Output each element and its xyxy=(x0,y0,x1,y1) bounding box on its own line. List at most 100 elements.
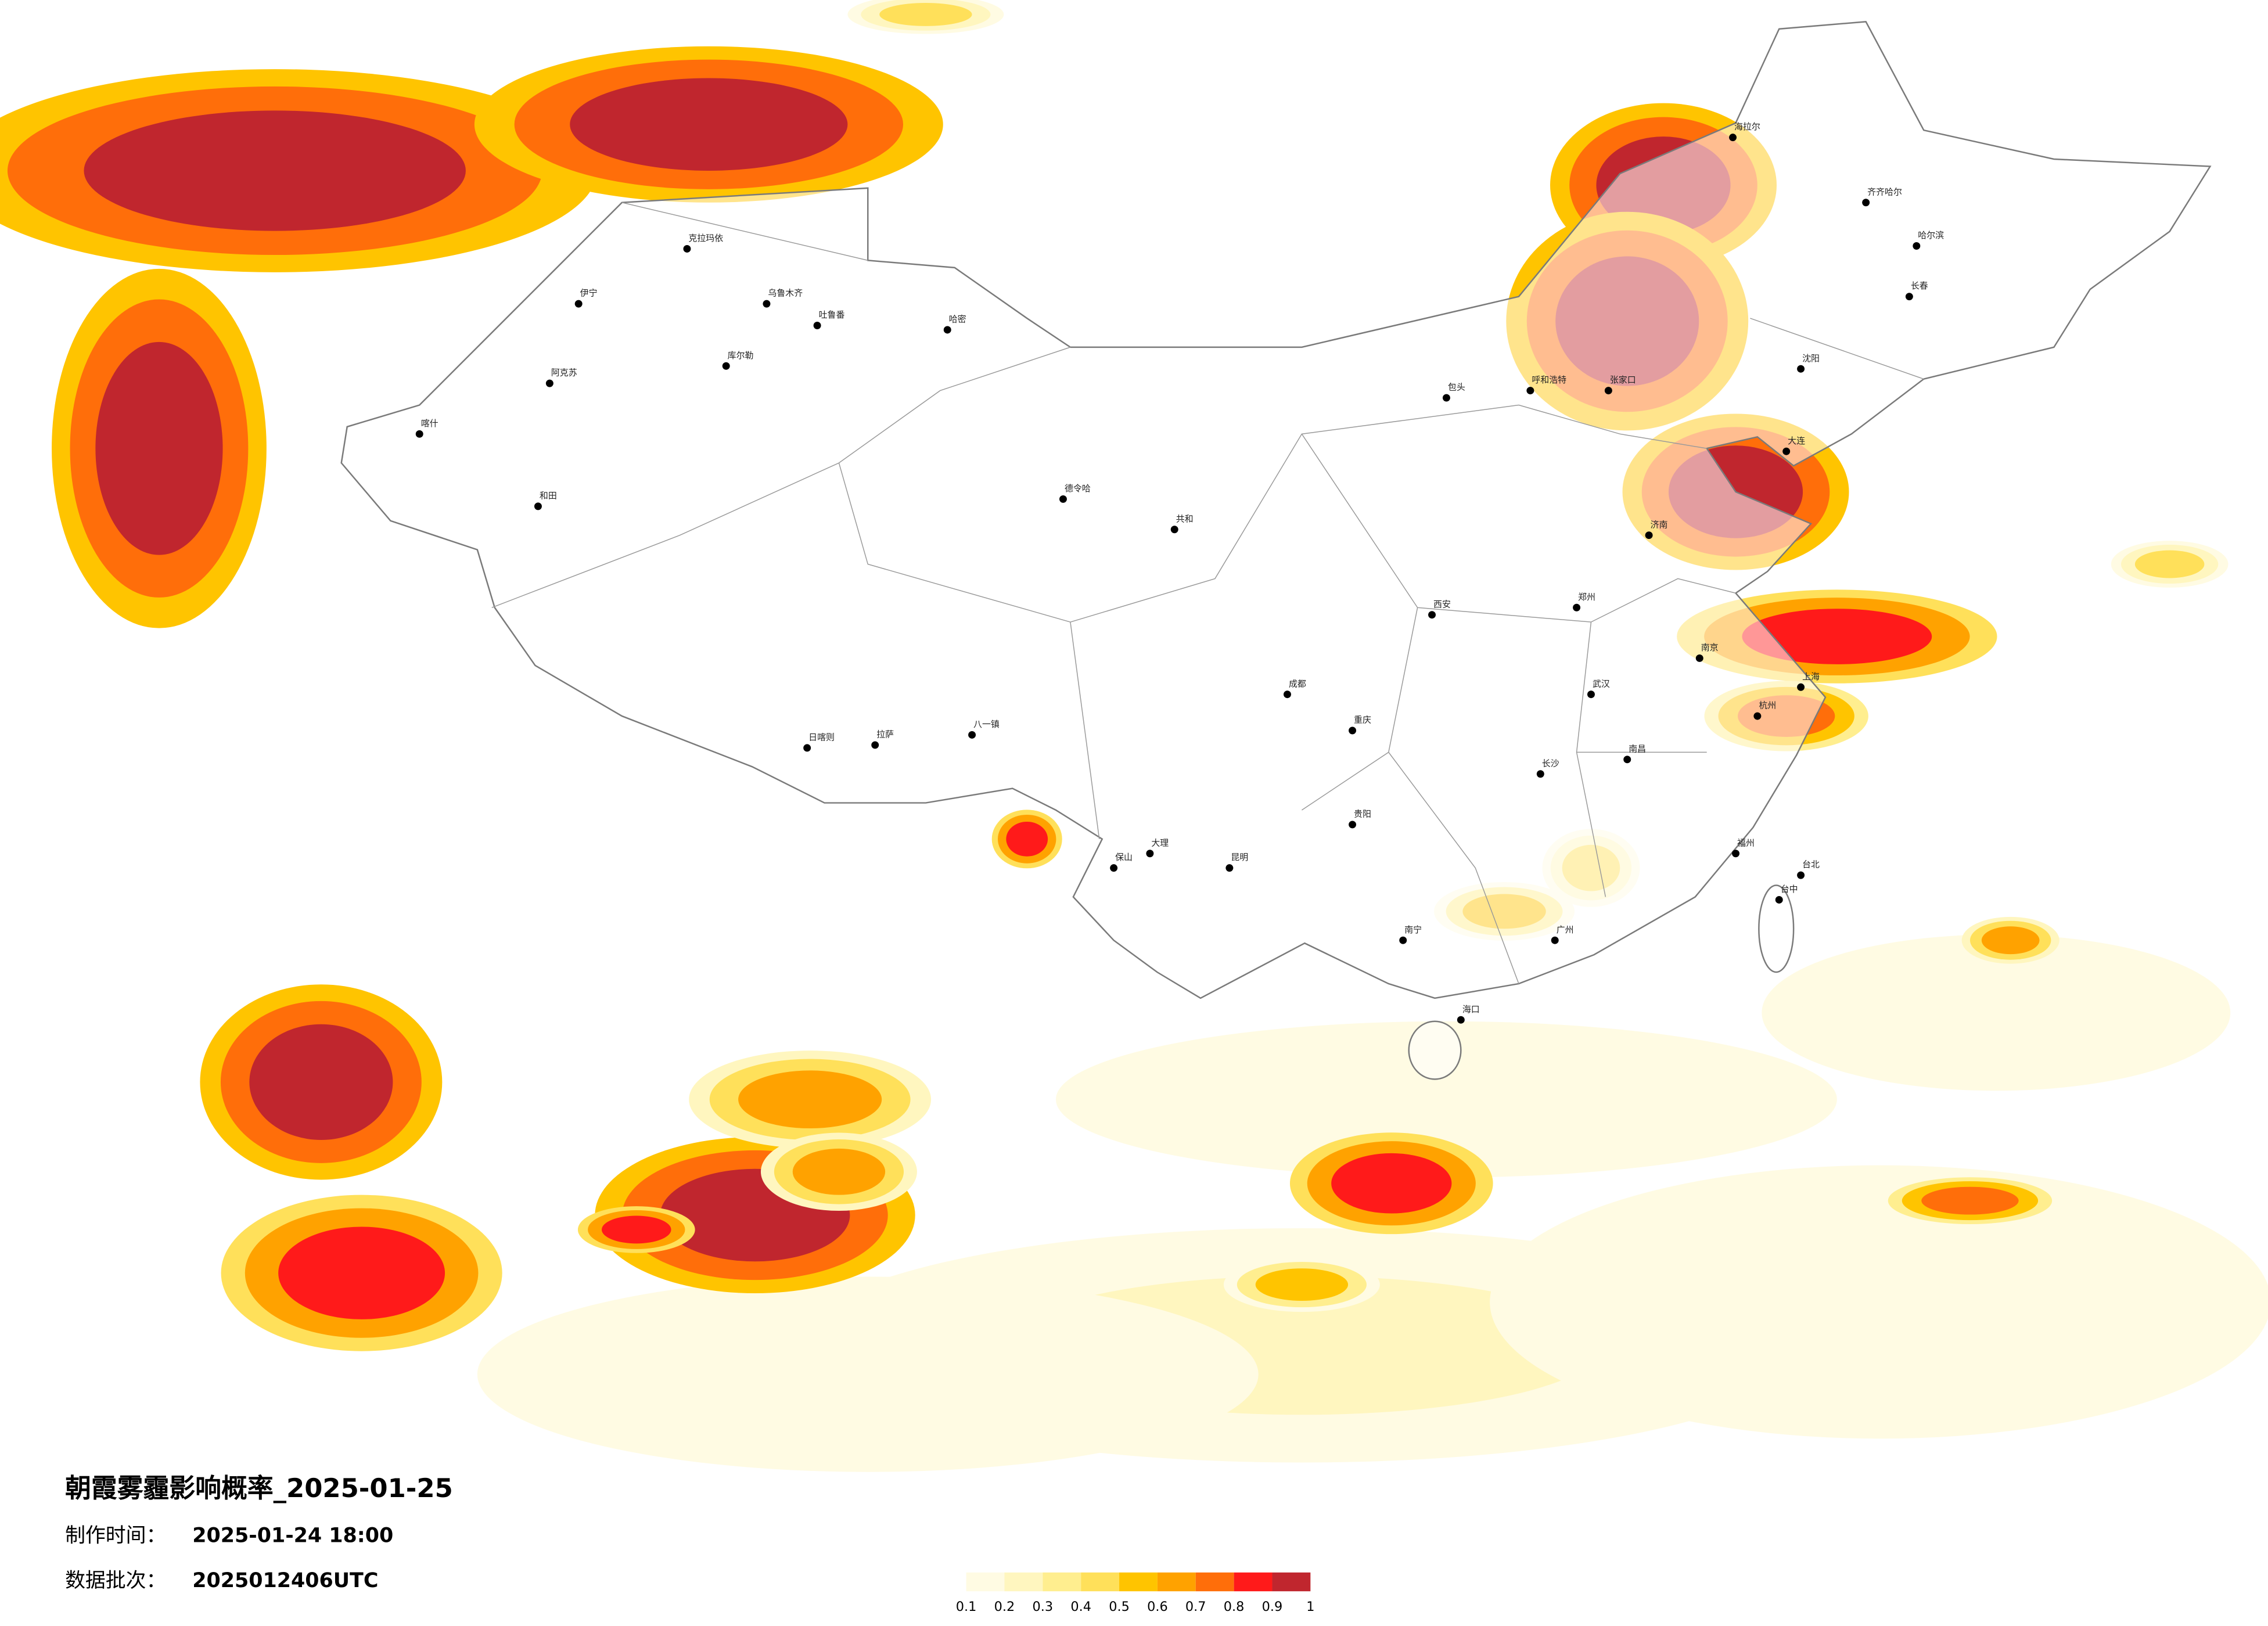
colorbar-box xyxy=(1081,1572,1120,1592)
city-dot xyxy=(1797,365,1805,373)
hainan xyxy=(1408,1020,1462,1080)
colorbar-box xyxy=(1043,1572,1081,1592)
colorbar-tick-label: 0.5 xyxy=(1109,1599,1130,1614)
made-label: 制作时间： xyxy=(65,1524,166,1548)
city-label: 包头 xyxy=(1448,382,1465,393)
city-dot xyxy=(1457,1016,1465,1024)
city-label: 大连 xyxy=(1788,436,1805,446)
haze-patch xyxy=(84,110,466,231)
haze-patch xyxy=(1742,609,1932,664)
haze-patch xyxy=(1981,926,2040,955)
city-label: 沈阳 xyxy=(1802,353,1820,364)
city-dot xyxy=(1573,603,1581,611)
city-label: 海口 xyxy=(1462,1004,1480,1015)
colorbar-tick-label: 0.3 xyxy=(1033,1599,1054,1614)
city-dot xyxy=(534,502,542,510)
city-dot xyxy=(1775,895,1783,904)
city-label: 阿克苏 xyxy=(551,368,577,378)
city-label: 南京 xyxy=(1701,642,1719,653)
city-label: 呼和浩特 xyxy=(1532,375,1566,385)
city-dot xyxy=(1623,756,1631,764)
city-dot xyxy=(763,300,771,308)
city-dot xyxy=(1753,712,1762,720)
city-dot xyxy=(415,430,423,438)
city-dot xyxy=(1587,690,1595,699)
city-label: 大理 xyxy=(1151,837,1169,848)
city-dot xyxy=(1059,495,1067,503)
city-dot xyxy=(1349,726,1357,735)
city-label: 日喀则 xyxy=(808,732,835,742)
city-label: 广州 xyxy=(1557,924,1574,935)
city-dot xyxy=(1146,850,1154,858)
city-label: 上海 xyxy=(1802,671,1820,682)
city-label: 西安 xyxy=(1433,599,1451,609)
city-label: 吐鲁番 xyxy=(819,310,845,320)
city-dot xyxy=(1797,683,1805,691)
city-label: 张家口 xyxy=(1610,375,1636,385)
city-label: 共和 xyxy=(1176,513,1194,524)
city-label: 台中 xyxy=(1781,884,1798,894)
colorbar-tick-label: 0.1 xyxy=(956,1599,977,1614)
city-label: 拉萨 xyxy=(876,729,894,739)
city-dot xyxy=(1732,850,1739,858)
city-label: 武汉 xyxy=(1593,678,1610,689)
colorbar-box xyxy=(1157,1572,1196,1592)
city-dot xyxy=(871,741,879,749)
city-label: 杭州 xyxy=(1759,700,1776,711)
city-dot xyxy=(1905,293,1913,301)
city-label: 郑州 xyxy=(1578,592,1595,602)
city-dot xyxy=(1862,199,1870,207)
haze-patch xyxy=(1649,1221,2112,1383)
haze-patch xyxy=(249,1024,393,1140)
city-dot xyxy=(1729,134,1737,142)
city-dot xyxy=(943,326,951,334)
city-label: 贵阳 xyxy=(1354,808,1371,819)
city-label: 哈尔滨 xyxy=(1918,230,1944,240)
city-label: 齐齐哈尔 xyxy=(1867,186,1902,197)
city-dot xyxy=(803,744,811,752)
city-label: 济南 xyxy=(1651,519,1668,530)
country-border xyxy=(340,21,2212,999)
city-dot xyxy=(813,322,821,329)
city-label: 重庆 xyxy=(1354,715,1371,725)
city-dot xyxy=(1604,387,1612,395)
city-label: 成都 xyxy=(1289,678,1306,689)
haze-patch xyxy=(95,341,223,555)
city-dot xyxy=(1913,242,1921,250)
colorbar-tick-label: 0.2 xyxy=(994,1599,1015,1614)
colorbar: 0.1 0.2 0.3 0.4 0.5 0.6 0.7 0.8 0.9 1 xyxy=(956,1572,1314,1614)
colorbar-tick-label: 0.8 xyxy=(1224,1599,1245,1614)
city-dot xyxy=(968,731,976,739)
haze-patch xyxy=(278,1226,445,1319)
city-label: 八一镇 xyxy=(973,719,1000,729)
city-label: 乌鲁木齐 xyxy=(768,288,803,298)
colorbar-tick-label: 0.6 xyxy=(1147,1599,1168,1614)
city-label: 台北 xyxy=(1802,859,1820,870)
colorbar-box xyxy=(1234,1572,1273,1592)
city-dot xyxy=(1428,611,1436,619)
city-label: 保山 xyxy=(1115,852,1133,862)
haze-patch xyxy=(792,1148,886,1195)
haze-patch xyxy=(738,1070,882,1129)
city-dot xyxy=(1695,654,1703,662)
haze-patch xyxy=(2134,550,2205,578)
city-dot xyxy=(1551,936,1559,944)
city-dot xyxy=(722,362,730,370)
colorbar-tick-label: 0.4 xyxy=(1070,1599,1091,1614)
city-label: 长沙 xyxy=(1542,758,1559,768)
city-dot xyxy=(545,379,553,387)
city-dot xyxy=(574,300,583,308)
colorbar-tick-label: 0.9 xyxy=(1262,1599,1283,1614)
colorbar-tick-label: 0.7 xyxy=(1185,1599,1206,1614)
colorbar-tick-label: 1 xyxy=(1306,1599,1314,1614)
colorbar-box xyxy=(1004,1572,1043,1592)
city-label: 喀什 xyxy=(421,418,438,429)
haze-patch xyxy=(1255,1268,1349,1301)
city-dot xyxy=(1645,531,1653,539)
colorbar-box xyxy=(1195,1572,1234,1592)
haze-patch xyxy=(1857,966,2135,1059)
city-label: 哈密 xyxy=(949,314,966,325)
colorbar-box xyxy=(1272,1572,1311,1592)
